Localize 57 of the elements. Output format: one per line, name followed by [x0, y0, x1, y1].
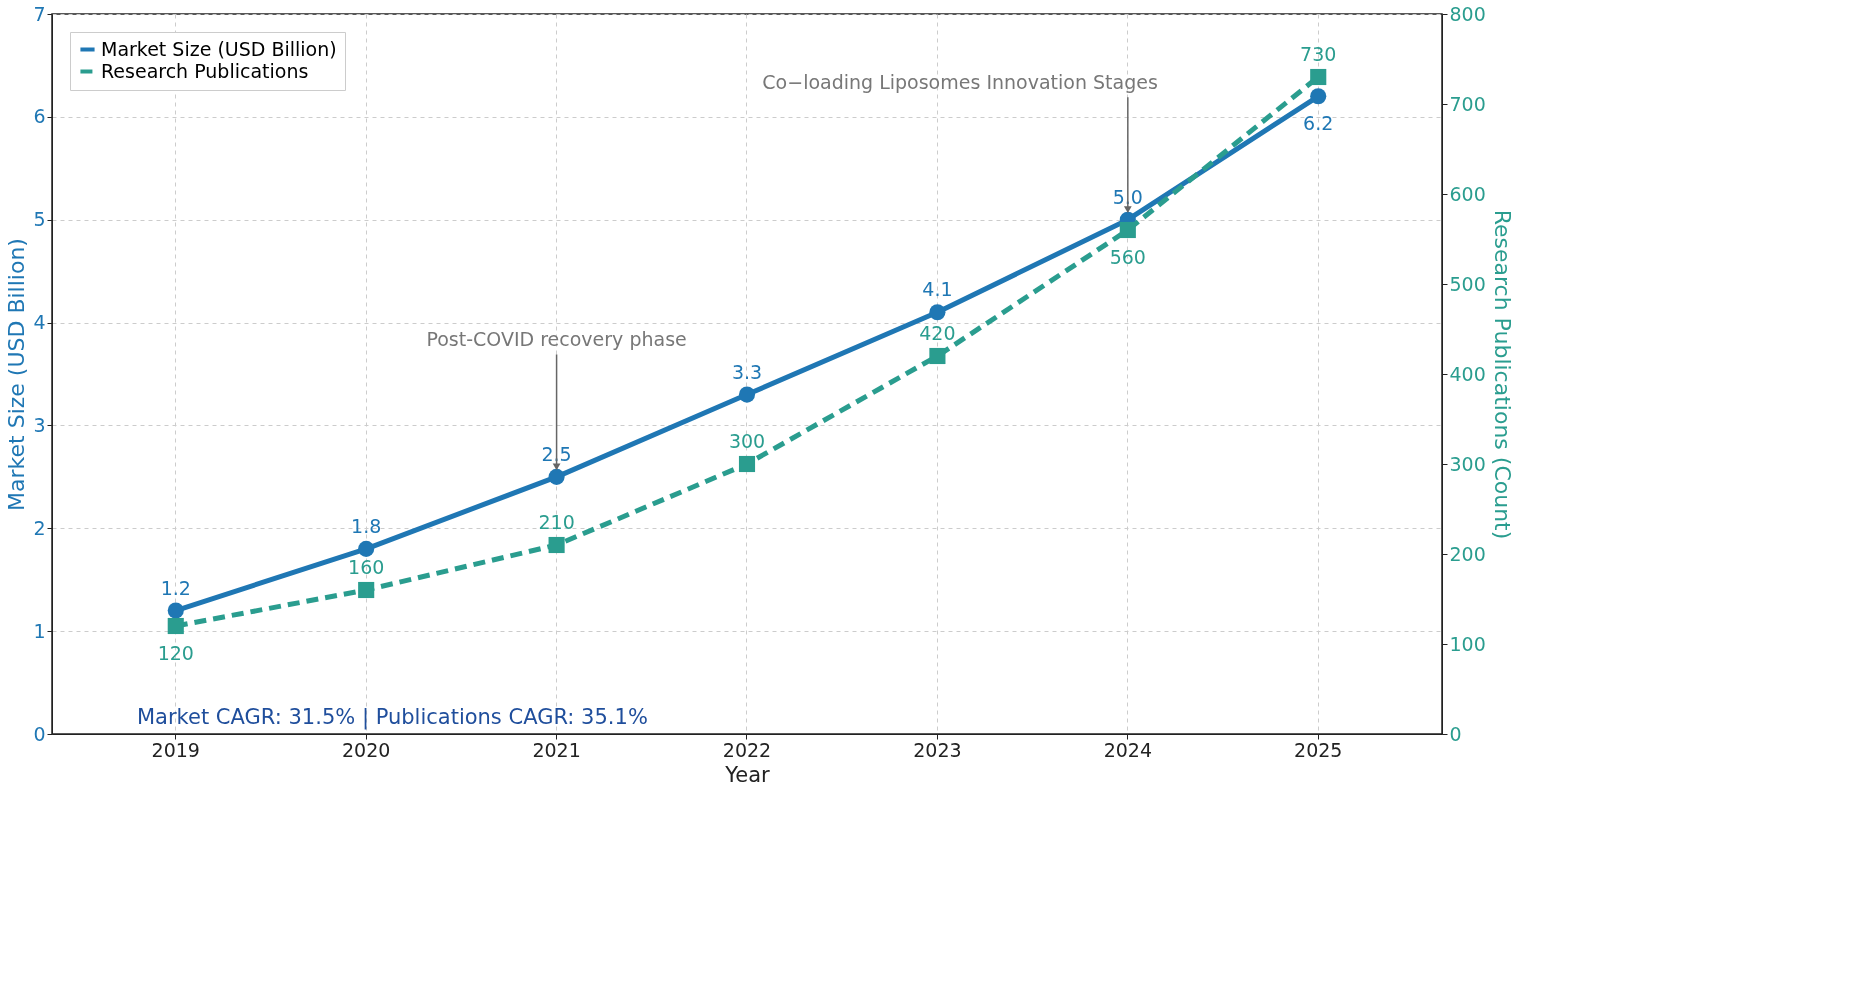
annotation: Market CAGR: 31.5% | Publications CAGR: 35.1%: [137, 705, 648, 730]
x-tick-label: 2021: [532, 738, 581, 761]
data-label: 120: [157, 642, 194, 664]
point: [167, 617, 184, 635]
y2-tick-label: 0: [1449, 722, 1462, 745]
data-label: 420: [919, 322, 956, 344]
y-tick-label: 2: [33, 516, 46, 539]
point: [738, 455, 756, 473]
y-tick-label: 5: [33, 208, 46, 231]
y-tick-label: 0: [33, 722, 46, 745]
y2-axis-title: Research Publications (Count): [1489, 209, 1515, 540]
point: [358, 581, 375, 599]
point: [1119, 221, 1136, 239]
point: [738, 386, 756, 403]
x-tick-label: 2025: [1294, 738, 1343, 761]
annotation: Co−loading Liposomes Innovation Stages: [762, 71, 1158, 94]
legend-label: Market Size (USD Billion): [101, 37, 337, 60]
y2-tick-label: 300: [1449, 452, 1486, 475]
point: [929, 347, 946, 365]
data-label: 3.3: [731, 360, 763, 383]
y2-tick-label: 400: [1449, 362, 1486, 385]
x-tick-label: 2024: [1103, 738, 1152, 761]
y-tick-label: 7: [33, 2, 46, 25]
y2-tick-label: 700: [1449, 92, 1486, 115]
point: [358, 540, 375, 557]
data-label: 210: [538, 511, 575, 533]
point: [1310, 68, 1327, 86]
data-label: 1.8: [351, 514, 382, 537]
y2-tick-label: 800: [1449, 2, 1486, 25]
x-tick-label: 2023: [913, 738, 962, 761]
annotation: Post-COVID recovery phase: [426, 328, 687, 351]
data-label: 160: [348, 556, 385, 578]
point: [167, 602, 184, 619]
y-tick-label: 3: [33, 413, 46, 436]
x-tick-label: 2020: [342, 738, 391, 761]
y-axis-title: Market Size (USD Billion): [4, 238, 30, 511]
x-axis-title: Year: [724, 762, 771, 787]
point: [1310, 88, 1327, 105]
data-label: 300: [728, 430, 766, 452]
data-label: 6.2: [1303, 112, 1334, 135]
y-tick-label: 1: [33, 619, 46, 642]
data-label: 730: [1300, 43, 1337, 65]
point: [929, 304, 946, 321]
data-label: 4.1: [922, 278, 953, 301]
data-label: 1.2: [160, 576, 191, 599]
y2-tick-label: 200: [1449, 542, 1486, 565]
data-label: 560: [1109, 246, 1146, 268]
x-tick-label: 2022: [722, 738, 772, 761]
legend-label: Research Publications: [101, 59, 309, 82]
point: [548, 468, 565, 485]
y2-tick-label: 500: [1449, 272, 1486, 295]
point: [548, 536, 565, 554]
y2-tick-label: 600: [1449, 182, 1486, 205]
y-tick-label: 6: [33, 105, 46, 128]
y2-tick-label: 100: [1449, 632, 1486, 655]
y-tick-label: 4: [33, 311, 46, 334]
x-tick-label: 2019: [151, 738, 200, 761]
